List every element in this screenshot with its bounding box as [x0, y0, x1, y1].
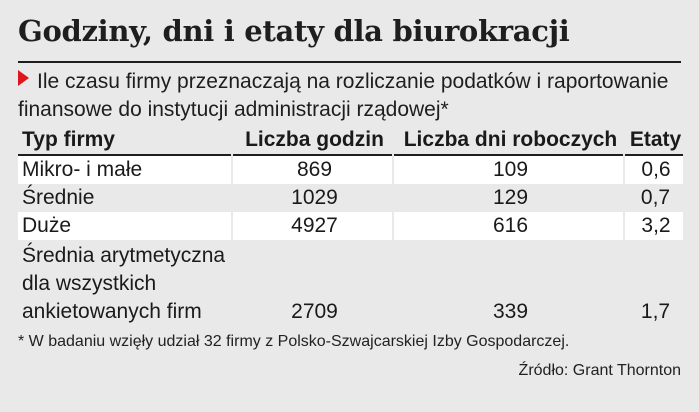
header-days: Liczba dni roboczych: [403, 128, 618, 151]
chart-title: Godziny, dni i etaty dla biurokracji: [18, 14, 570, 48]
cell-fte: 1,7: [640, 300, 671, 323]
cell-fte: 0,6: [623, 155, 683, 184]
table-row-average: Średnia arytmetyczna dla wszystkich anki…: [18, 240, 683, 326]
header-hours: Liczba godzin: [245, 128, 384, 151]
row-label: Mikro- i małe: [18, 155, 232, 184]
cell-hours: 2709: [291, 300, 338, 323]
triangle-marker-icon: [18, 70, 29, 86]
source-note: Źródło: Grant Thornton: [518, 362, 681, 379]
cell-days: 129: [492, 186, 529, 209]
data-table: Typ firmy Liczba godzin Liczba dni roboc…: [18, 126, 683, 326]
row-label: Średnie: [22, 186, 95, 209]
footnote: * W badaniu wzięły udział 32 firmy z Pol…: [18, 333, 570, 350]
cell-fte: 0,7: [640, 186, 671, 209]
cell-days: 339: [492, 300, 529, 323]
table-row: Średnie 1029 129 0,7: [18, 184, 683, 212]
cell-days: 109: [392, 155, 624, 184]
cell-fte: 3,2: [623, 212, 683, 240]
title-rule: [18, 61, 681, 63]
cell-hours: 869: [231, 155, 393, 184]
table-row: Duże 4927 616 3,2: [18, 212, 683, 240]
header-company-type: Typ firmy: [22, 128, 115, 151]
cell-hours: 1029: [291, 186, 338, 209]
cell-days: 616: [392, 212, 624, 240]
cell-hours: 4927: [231, 212, 393, 240]
chart-subtitle: Ile czasu firmy przeznaczają na rozlicza…: [18, 68, 690, 124]
avg-label-line: Średnia arytmetyczna: [22, 244, 226, 267]
row-label: Duże: [18, 212, 232, 240]
row-label: Średnia arytmetyczna dla wszystkich anki…: [18, 240, 232, 326]
avg-label-line: dla wszystkich: [22, 272, 157, 295]
header-fte: Etaty: [629, 128, 682, 151]
subtitle-text: Ile czasu firmy przeznaczają na rozlicza…: [18, 70, 669, 121]
avg-label-line: ankietowanych firm: [22, 300, 202, 323]
table-row: Mikro- i małe 869 109 0,6: [18, 155, 683, 184]
table-header-row: Typ firmy Liczba godzin Liczba dni roboc…: [18, 126, 683, 155]
